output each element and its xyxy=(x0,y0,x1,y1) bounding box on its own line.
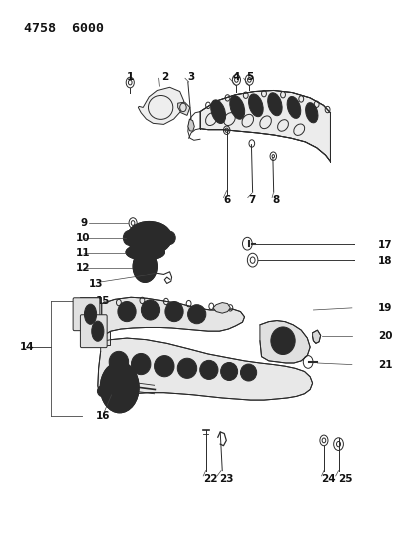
Ellipse shape xyxy=(92,321,104,341)
Ellipse shape xyxy=(177,358,197,378)
Polygon shape xyxy=(138,87,184,124)
Ellipse shape xyxy=(240,364,257,381)
Text: 9: 9 xyxy=(80,218,88,228)
Ellipse shape xyxy=(123,230,135,245)
Ellipse shape xyxy=(109,351,129,373)
Ellipse shape xyxy=(86,301,97,322)
Text: 11: 11 xyxy=(75,248,90,258)
Text: 2: 2 xyxy=(162,71,169,82)
Polygon shape xyxy=(313,330,321,343)
Text: 10: 10 xyxy=(75,233,90,244)
Polygon shape xyxy=(200,91,330,161)
Text: 5: 5 xyxy=(246,71,254,82)
Ellipse shape xyxy=(164,231,175,245)
Polygon shape xyxy=(102,297,244,341)
Text: 15: 15 xyxy=(95,296,110,306)
Ellipse shape xyxy=(126,244,164,260)
Ellipse shape xyxy=(211,100,226,124)
Polygon shape xyxy=(260,320,310,363)
FancyBboxPatch shape xyxy=(80,315,107,348)
Text: 4758  6000: 4758 6000 xyxy=(24,21,104,35)
Ellipse shape xyxy=(98,385,110,397)
Text: 8: 8 xyxy=(272,195,279,205)
Text: 16: 16 xyxy=(95,411,110,421)
Ellipse shape xyxy=(84,304,97,324)
Ellipse shape xyxy=(131,353,151,375)
Text: 6: 6 xyxy=(224,195,231,205)
Ellipse shape xyxy=(118,302,136,321)
Ellipse shape xyxy=(155,356,174,377)
Ellipse shape xyxy=(142,300,160,320)
Text: 3: 3 xyxy=(188,71,195,82)
Circle shape xyxy=(274,329,292,352)
Ellipse shape xyxy=(127,221,172,254)
Text: 19: 19 xyxy=(378,303,392,313)
Text: 1: 1 xyxy=(127,71,134,82)
Circle shape xyxy=(143,263,148,270)
FancyBboxPatch shape xyxy=(73,298,100,330)
Text: 13: 13 xyxy=(89,279,103,289)
Ellipse shape xyxy=(271,327,295,354)
Circle shape xyxy=(140,226,158,249)
Circle shape xyxy=(100,362,139,413)
Text: 4: 4 xyxy=(233,71,240,82)
Ellipse shape xyxy=(165,302,183,321)
Text: 12: 12 xyxy=(75,263,90,272)
Ellipse shape xyxy=(248,94,263,117)
Ellipse shape xyxy=(230,95,245,119)
Text: 14: 14 xyxy=(20,342,34,352)
Polygon shape xyxy=(213,303,231,313)
Polygon shape xyxy=(177,102,190,115)
Ellipse shape xyxy=(221,362,237,381)
Polygon shape xyxy=(98,338,313,400)
Polygon shape xyxy=(90,316,110,345)
Ellipse shape xyxy=(268,93,282,116)
Text: 24: 24 xyxy=(322,474,336,483)
Circle shape xyxy=(133,251,157,282)
Polygon shape xyxy=(188,119,194,131)
Ellipse shape xyxy=(306,103,318,123)
Text: 17: 17 xyxy=(378,240,393,251)
Ellipse shape xyxy=(96,320,106,341)
Text: 23: 23 xyxy=(220,474,234,483)
Text: 25: 25 xyxy=(338,474,352,483)
Text: 7: 7 xyxy=(248,195,255,205)
Ellipse shape xyxy=(200,360,218,379)
Text: 22: 22 xyxy=(203,474,218,483)
Text: 21: 21 xyxy=(378,360,393,369)
Text: 20: 20 xyxy=(378,332,393,342)
Ellipse shape xyxy=(188,305,206,324)
Ellipse shape xyxy=(287,96,301,118)
Polygon shape xyxy=(80,297,101,326)
Text: 18: 18 xyxy=(378,256,393,266)
